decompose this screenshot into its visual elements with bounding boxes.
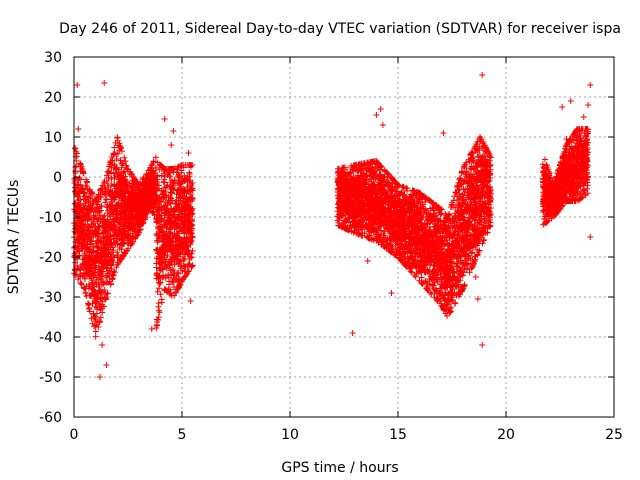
y-tick-label: -30	[39, 290, 62, 306]
outlier-point	[559, 104, 566, 110]
data-cluster-dense-band-d	[539, 126, 592, 228]
data-cluster-dense-band-b	[153, 159, 196, 331]
grid-layer	[74, 57, 614, 417]
dense-marker-cloud	[153, 159, 196, 331]
outlier-points	[74, 72, 594, 380]
outlier-point	[99, 342, 106, 348]
y-tick-label: -60	[39, 410, 62, 426]
outlier-point	[474, 296, 481, 302]
y-axis-label: SDTVAR / TECUs	[6, 180, 22, 295]
outlier-point	[431, 266, 438, 272]
x-tick-label: 10	[281, 427, 299, 443]
outlier-point	[148, 326, 155, 332]
outlier-point	[567, 98, 574, 104]
outlier-point	[585, 102, 592, 108]
outlier-point	[187, 298, 194, 304]
data-layer	[71, 72, 594, 380]
data-cluster-dense-band-c	[334, 134, 494, 319]
outlier-point	[185, 150, 192, 156]
outlier-point	[377, 106, 384, 112]
outlier-point	[170, 128, 177, 134]
outlier-point	[440, 130, 447, 136]
outlier-point	[479, 342, 486, 348]
x-axis-label: GPS time / hours	[281, 460, 398, 476]
x-tick-label: 5	[178, 427, 187, 443]
dense-marker-cloud	[334, 134, 494, 319]
y-tick-label: -40	[39, 330, 62, 346]
outlier-point	[580, 114, 587, 120]
x-tick-label: 15	[389, 427, 407, 443]
outlier-point	[587, 234, 594, 240]
x-tick-label: 20	[497, 427, 515, 443]
outlier-point	[364, 258, 371, 264]
outlier-point	[470, 234, 477, 240]
y-tick-label: 20	[44, 90, 62, 106]
outlier-point	[349, 330, 356, 336]
data-cluster-dense-band-a	[71, 134, 160, 340]
outlier-point	[373, 112, 380, 118]
outlier-point	[587, 82, 594, 88]
outlier-point	[379, 122, 386, 128]
outlier-point	[161, 116, 168, 122]
y-tick-label: 0	[53, 170, 62, 186]
y-tick-label: 10	[44, 130, 62, 146]
y-tick-label: -50	[39, 370, 62, 386]
y-tick-label: -20	[39, 250, 62, 266]
chart-title: Day 246 of 2011, Sidereal Day-to-day VTE…	[59, 21, 621, 37]
y-tick-label: 30	[44, 50, 62, 66]
plot-frame	[73, 56, 615, 418]
outlier-point	[472, 274, 479, 280]
outlier-point	[75, 126, 82, 132]
y-tick-label: -10	[39, 210, 62, 226]
outlier-point	[168, 142, 175, 148]
outlier-point	[96, 374, 103, 380]
outlier-point	[459, 214, 466, 220]
outlier-point	[103, 362, 110, 368]
outlier-point	[563, 136, 570, 142]
x-tick-label: 25	[605, 427, 623, 443]
outlier-point	[388, 290, 395, 296]
x-tick-label: 0	[70, 427, 79, 443]
outlier-point	[101, 80, 108, 86]
tick-layer: 0 5 10 15 20 25 -60 -50 -40 -30 -20 -10 0 10 20 30	[39, 50, 623, 443]
dense-marker-cloud	[539, 126, 592, 228]
outlier-point	[74, 82, 81, 88]
dense-marker-cloud	[71, 134, 160, 340]
outlier-point	[479, 72, 486, 78]
